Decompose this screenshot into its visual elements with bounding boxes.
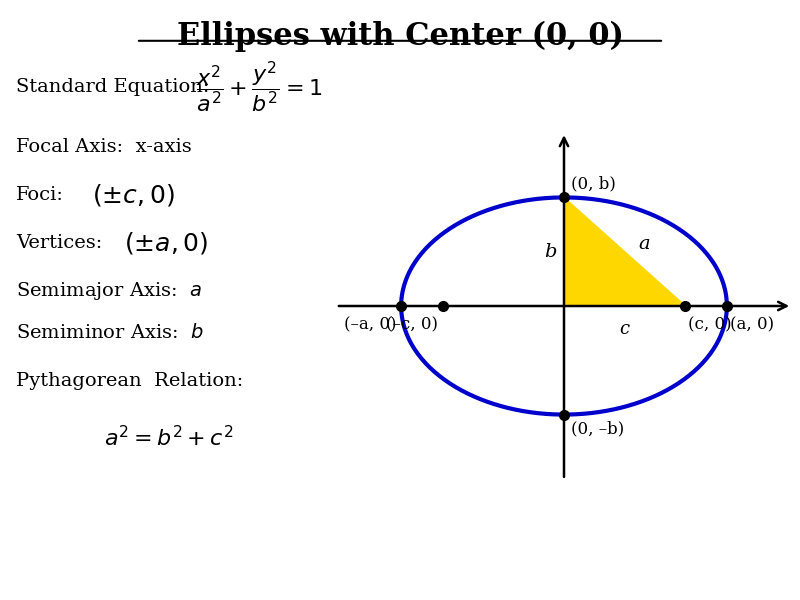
Text: (–a, 0): (–a, 0) — [344, 317, 397, 334]
Text: Ellipses with Center (0, 0): Ellipses with Center (0, 0) — [177, 21, 623, 52]
Text: Semimajor Axis:  $a$: Semimajor Axis: $a$ — [16, 280, 202, 302]
Text: (–c, 0): (–c, 0) — [386, 317, 438, 334]
Text: Focal Axis:  x-axis: Focal Axis: x-axis — [16, 138, 192, 156]
Text: $\dfrac{x^2}{a^2}+\dfrac{y^2}{b^2}=1$: $\dfrac{x^2}{a^2}+\dfrac{y^2}{b^2}=1$ — [196, 59, 322, 115]
Text: a: a — [638, 235, 650, 253]
Text: $\left(\pm a,0\right)$: $\left(\pm a,0\right)$ — [124, 230, 208, 256]
Text: c: c — [620, 320, 630, 338]
Text: Pythagorean  Relation:: Pythagorean Relation: — [16, 372, 243, 390]
Text: (0, b): (0, b) — [571, 175, 616, 192]
Text: $\left(\pm c,0\right)$: $\left(\pm c,0\right)$ — [92, 182, 174, 208]
Text: Standard Equation:: Standard Equation: — [16, 78, 210, 96]
Text: $a^2=b^2+c^2$: $a^2=b^2+c^2$ — [104, 425, 234, 451]
Text: (c, 0): (c, 0) — [688, 317, 732, 334]
Text: Vertices:: Vertices: — [16, 234, 102, 252]
Text: (a, 0): (a, 0) — [730, 317, 774, 334]
Polygon shape — [564, 197, 686, 306]
Text: Foci:: Foci: — [16, 186, 64, 204]
Text: b: b — [544, 243, 557, 261]
Text: Semiminor Axis:  $b$: Semiminor Axis: $b$ — [16, 323, 204, 343]
Text: (0, –b): (0, –b) — [571, 420, 624, 437]
